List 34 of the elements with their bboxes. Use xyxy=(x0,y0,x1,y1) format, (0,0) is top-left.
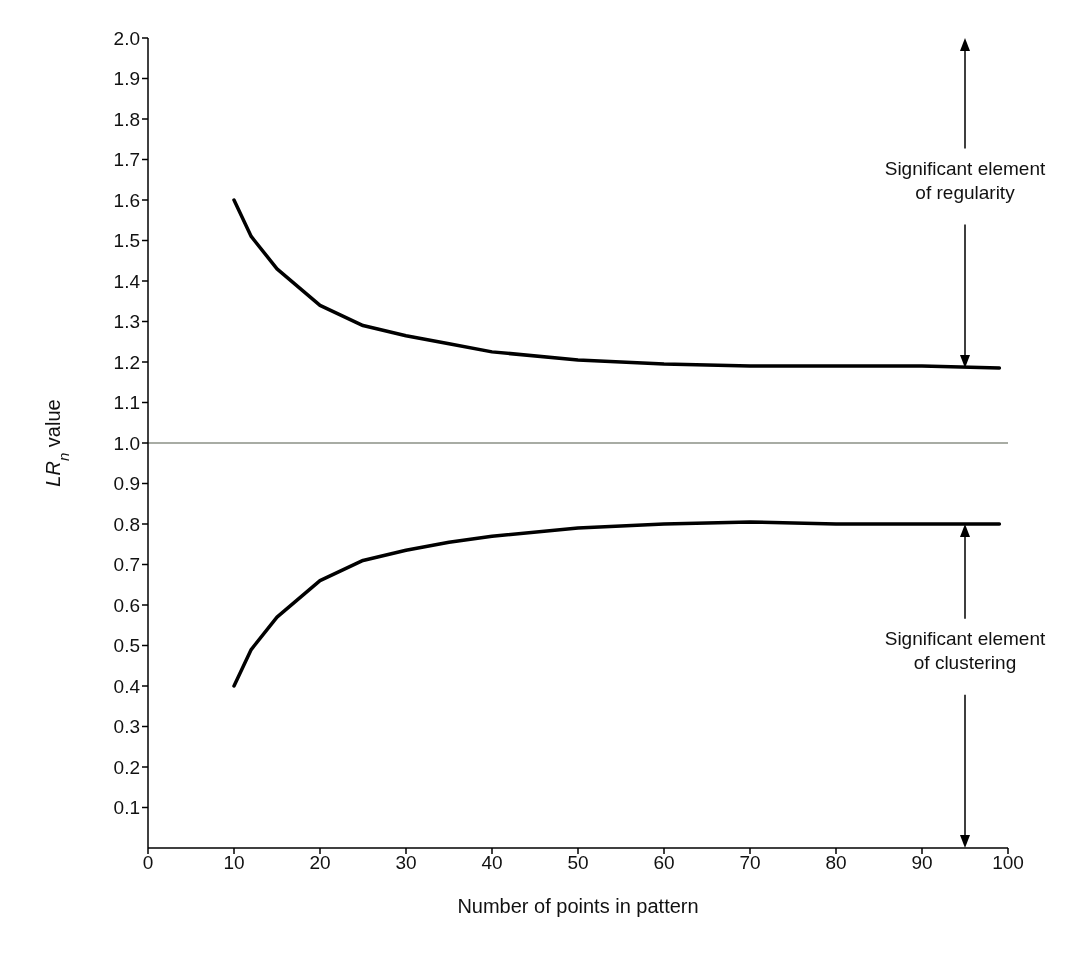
x-tick-label: 10 xyxy=(223,852,245,874)
y-tick-label: 0.5 xyxy=(113,635,140,657)
x-tick-label: 100 xyxy=(992,852,1024,874)
x-axis-title: Number of points in pattern xyxy=(457,895,699,917)
y-tick-label: 0.7 xyxy=(113,554,140,576)
y-tick-label: 1.9 xyxy=(113,68,140,90)
x-tick-label: 30 xyxy=(395,852,417,874)
y-tick-label: 0.3 xyxy=(113,716,140,738)
y-tick-label: 0.9 xyxy=(113,473,140,495)
y-tick-label: 1.1 xyxy=(113,392,140,414)
y-tick-label: 1.8 xyxy=(113,108,140,130)
y-tick-label: 2.0 xyxy=(113,27,140,49)
y-tick-label: 1.2 xyxy=(113,351,140,373)
x-tick-label: 40 xyxy=(481,852,503,874)
y-tick-label: 1.4 xyxy=(113,270,141,292)
y-tick-label: 1.7 xyxy=(113,149,140,171)
y-tick-label: 1.3 xyxy=(113,311,140,333)
x-tick-label: 20 xyxy=(309,852,331,874)
x-tick-label: 50 xyxy=(567,852,589,874)
y-tick-label: 0.4 xyxy=(113,675,141,697)
annotation: Significant element of regularity xyxy=(884,157,1046,203)
x-tick-label: 60 xyxy=(653,852,675,874)
x-tick-label: 80 xyxy=(825,852,847,874)
y-tick-label: 1.6 xyxy=(113,189,140,211)
y-tick-label: 0.2 xyxy=(113,756,140,778)
y-tick-label: 1.0 xyxy=(113,432,140,454)
y-tick-label: 1.5 xyxy=(113,230,140,252)
y-tick-label: 0.1 xyxy=(113,797,140,819)
y-tick-label: 0.6 xyxy=(113,594,140,616)
x-tick-label: 90 xyxy=(911,852,933,874)
x-tick-label: 0 xyxy=(142,852,154,874)
x-tick-label: 70 xyxy=(739,852,761,874)
y-tick-label: 0.8 xyxy=(113,513,140,535)
annotation: Significant element of clustering xyxy=(884,627,1046,673)
